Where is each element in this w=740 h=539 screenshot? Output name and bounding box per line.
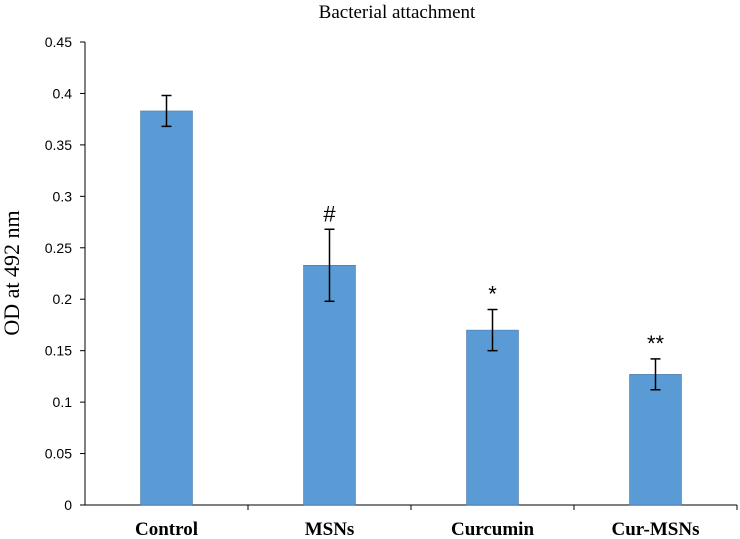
bar-control [140, 110, 193, 506]
x-tick-label: Curcumin [451, 519, 534, 539]
y-tick-label: 0.15 [45, 343, 72, 359]
x-tick-label: Cur-MSNs [612, 519, 700, 539]
significance-marker: * [488, 282, 497, 307]
significance-marker: ** [647, 331, 665, 356]
y-tick-label: 0.35 [45, 137, 72, 153]
y-ticks: 0 0.05 0.1 0.15 0.2 0.25 0.3 0.35 0.4 0.45 [45, 34, 85, 513]
y-tick-label: 0.1 [53, 394, 73, 410]
bar-cur-msns [629, 374, 682, 506]
bar-msns [303, 265, 356, 506]
y-tick-label: 0.25 [45, 240, 72, 256]
x-tick-label: Control [135, 519, 198, 539]
bar-curcumin [466, 329, 519, 506]
x-ticks: Control MSNs Curcumin Cur-MSNs [135, 505, 738, 539]
bars: #*** [140, 94, 682, 506]
y-tick-label: 0 [64, 497, 72, 513]
significance-marker: # [323, 201, 336, 226]
y-tick-label: 0.45 [45, 34, 72, 50]
y-tick-label: 0.05 [45, 446, 72, 462]
chart-title: Bacterial attachment [319, 2, 476, 23]
x-tick-label: MSNs [305, 519, 355, 539]
y-tick-label: 0.2 [53, 291, 73, 307]
y-axis-label: OD at 492 nm [0, 210, 24, 335]
y-tick-label: 0.3 [53, 188, 73, 204]
y-tick-label: 0.4 [53, 85, 73, 101]
